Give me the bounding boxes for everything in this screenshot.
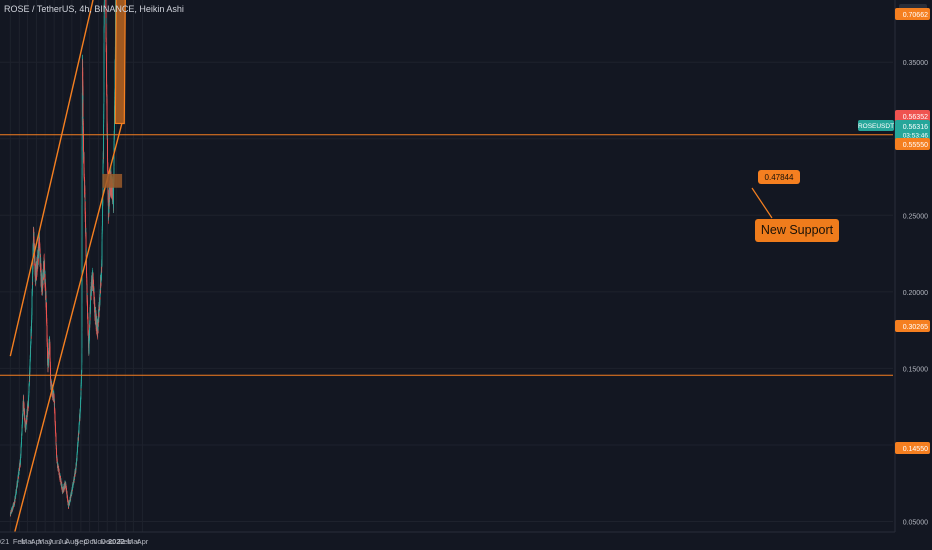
candlestick-series (9, 0, 121, 517)
chart-grid (0, 0, 893, 532)
candle-body (17, 482, 19, 484)
candle (17, 482, 19, 485)
